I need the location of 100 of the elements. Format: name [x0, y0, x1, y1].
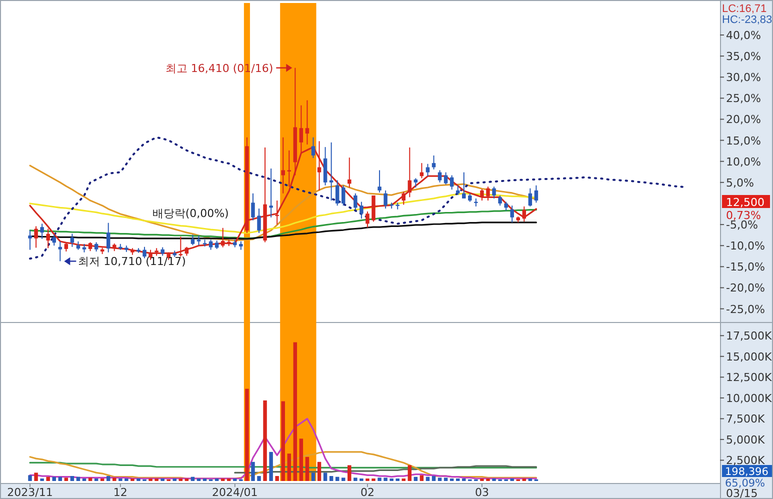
- y-tick-label: -15,0%: [726, 260, 765, 274]
- candlestick: [480, 188, 484, 202]
- candlestick: [335, 180, 340, 206]
- candlestick: [348, 157, 352, 188]
- text: 198,396: [725, 466, 769, 478]
- candlestick: [450, 174, 454, 190]
- candlestick: [384, 190, 388, 210]
- x-tick-label: 2023/11: [7, 486, 53, 499]
- y-tick-label: 17,500K: [726, 330, 772, 343]
- bar: [58, 476, 62, 481]
- bar: [52, 476, 56, 481]
- y-tick-label: 25,0%: [726, 92, 761, 106]
- bar: [281, 401, 285, 481]
- bar: [251, 462, 255, 481]
- candlestick: [432, 154, 436, 170]
- y-tick-label: 10,000K: [726, 392, 772, 405]
- candlestick: [305, 100, 310, 146]
- candlestick: [438, 170, 442, 183]
- candlestick: [190, 234, 195, 246]
- candlestick: [46, 228, 50, 249]
- candlestick: [142, 246, 146, 259]
- candlestick: [534, 184, 538, 204]
- candlestick: [40, 223, 44, 240]
- bar: [317, 462, 322, 481]
- bar: [438, 478, 442, 481]
- bar: [444, 478, 448, 481]
- candlestick: [426, 163, 430, 177]
- bar: [46, 476, 50, 481]
- bar: [275, 476, 279, 481]
- text: 65,09%: [725, 478, 766, 490]
- candlestick: [414, 178, 418, 188]
- bar: [305, 456, 310, 481]
- y-tick-label: -25,0%: [726, 302, 765, 316]
- y-tick-label: 5,000K: [726, 433, 766, 446]
- y-tick-label: -10,0%: [726, 240, 765, 253]
- bar: [384, 478, 388, 481]
- bar: [287, 454, 292, 481]
- bar: [354, 478, 358, 481]
- candlestick: [402, 191, 406, 206]
- bar: [335, 476, 340, 481]
- candlestick: [456, 184, 460, 196]
- candlestick: [360, 201, 364, 220]
- bar: [269, 452, 273, 481]
- candlestick: [528, 188, 532, 207]
- line-series: [29, 418, 537, 480]
- candlestick: [220, 227, 225, 248]
- candlestick: [342, 184, 346, 206]
- y-tick-label: 7,500K: [726, 412, 766, 426]
- candlestick: [257, 208, 261, 234]
- candlestick: [251, 192, 255, 221]
- y-tick-label: 10,0%: [726, 155, 761, 168]
- x-tick-label: 12: [113, 486, 128, 499]
- bar: [329, 476, 334, 481]
- bar: [245, 388, 249, 481]
- candlestick: [498, 194, 502, 206]
- y-tick-label: 15,000K: [726, 350, 772, 364]
- y-tick-label: 5,0%: [726, 176, 754, 190]
- candlestick: [510, 205, 514, 223]
- candlestick: [492, 186, 496, 199]
- bar: [299, 438, 304, 481]
- x-tick-label: 02: [360, 486, 374, 499]
- bar: [378, 478, 382, 481]
- bar: [426, 476, 430, 481]
- candlestick: [329, 142, 334, 202]
- y-tick-label: 15,0%: [726, 134, 761, 148]
- y-tick-label: -20,0%: [726, 282, 765, 295]
- annotation: 최저 10,710 (11/17): [78, 255, 186, 268]
- bar: [34, 472, 38, 481]
- candlestick: [462, 172, 466, 199]
- bar: [311, 472, 316, 481]
- text: LC:16,71: [722, 3, 767, 15]
- candlestick: [196, 235, 201, 246]
- candlestick: [70, 233, 74, 248]
- y-tick-label: 2,500K: [726, 454, 766, 468]
- candlestick: [444, 172, 448, 186]
- candlestick: [287, 150, 292, 188]
- bar: [28, 475, 32, 481]
- candlestick: [106, 222, 110, 253]
- x-tick-label: 2024/01: [212, 486, 258, 499]
- candlestick: [378, 170, 382, 194]
- bar: [88, 478, 92, 481]
- bar: [408, 465, 412, 481]
- text: 03/15: [726, 487, 758, 499]
- text: HC:-23,83: [722, 14, 772, 26]
- bar: [420, 475, 424, 481]
- candlestick: [208, 239, 213, 250]
- y-tick-label: 12,500K: [726, 371, 772, 384]
- annotation: 배당락(0,00%): [152, 207, 229, 220]
- bar: [342, 478, 346, 481]
- bar: [432, 476, 436, 481]
- bar: [70, 476, 74, 481]
- bar: [76, 476, 80, 481]
- bar: [106, 476, 110, 481]
- candlestick: [34, 226, 38, 248]
- bar: [64, 478, 68, 481]
- text: 12,500: [726, 196, 764, 209]
- bar: [414, 476, 418, 481]
- candlestick: [354, 192, 358, 210]
- candlestick: [486, 186, 490, 202]
- candlestick: [281, 136, 285, 194]
